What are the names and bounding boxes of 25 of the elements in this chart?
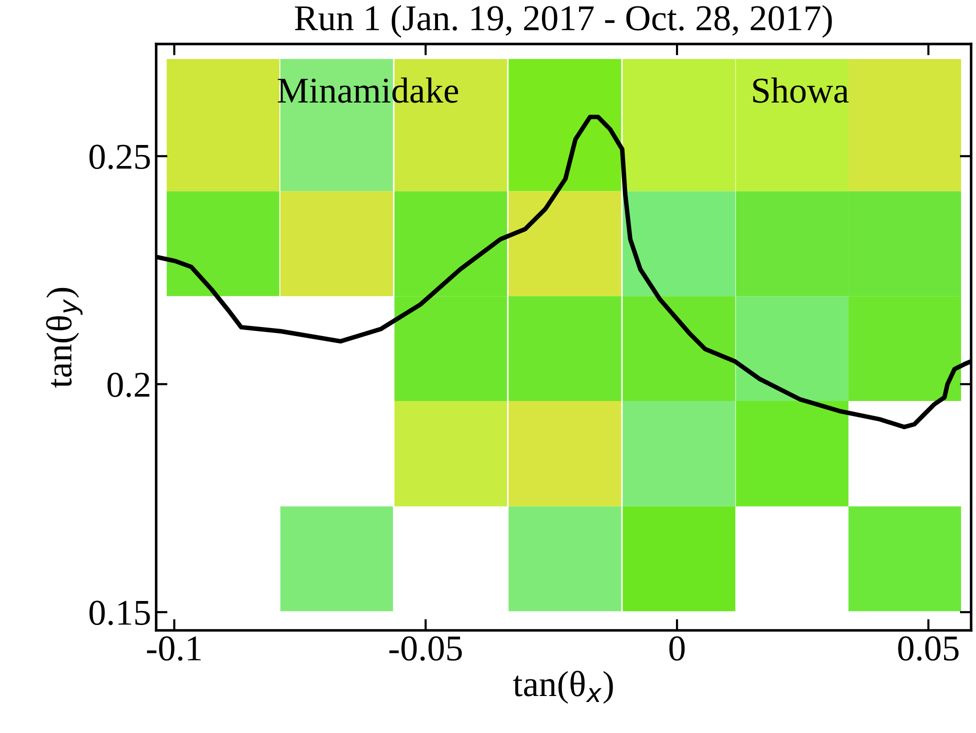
bar bbox=[622, 191, 736, 296]
bar bbox=[508, 401, 622, 506]
bar bbox=[166, 59, 280, 192]
bar bbox=[736, 296, 848, 402]
bar bbox=[622, 506, 736, 612]
chart-title: Run 1 (Jan. 19, 2017 - Oct. 28, 2017) bbox=[294, 5, 832, 38]
bar bbox=[280, 191, 393, 296]
bar bbox=[848, 506, 962, 612]
bar bbox=[508, 59, 622, 192]
bar bbox=[280, 506, 393, 612]
x-axis-title: tan(θ$_{x}$) bbox=[513, 670, 613, 704]
bar bbox=[394, 401, 508, 506]
x-tick-label: 0 bbox=[669, 636, 685, 661]
annotation: Showa bbox=[753, 77, 849, 103]
y-tick-label: 0.25 bbox=[89, 144, 150, 170]
x-tick-label: -0.1 bbox=[147, 636, 201, 661]
bar bbox=[508, 191, 622, 296]
y-tick-label: 0.2 bbox=[108, 372, 150, 398]
x-tick-label: 0.05 bbox=[898, 636, 959, 661]
y-tick-label: 0.15 bbox=[89, 600, 150, 626]
bar bbox=[848, 59, 962, 192]
bar bbox=[508, 506, 622, 612]
y-axis-title: tan(θ$_{y}$) bbox=[46, 288, 83, 388]
x-tick-label: -0.05 bbox=[389, 636, 462, 661]
bar bbox=[736, 401, 848, 506]
